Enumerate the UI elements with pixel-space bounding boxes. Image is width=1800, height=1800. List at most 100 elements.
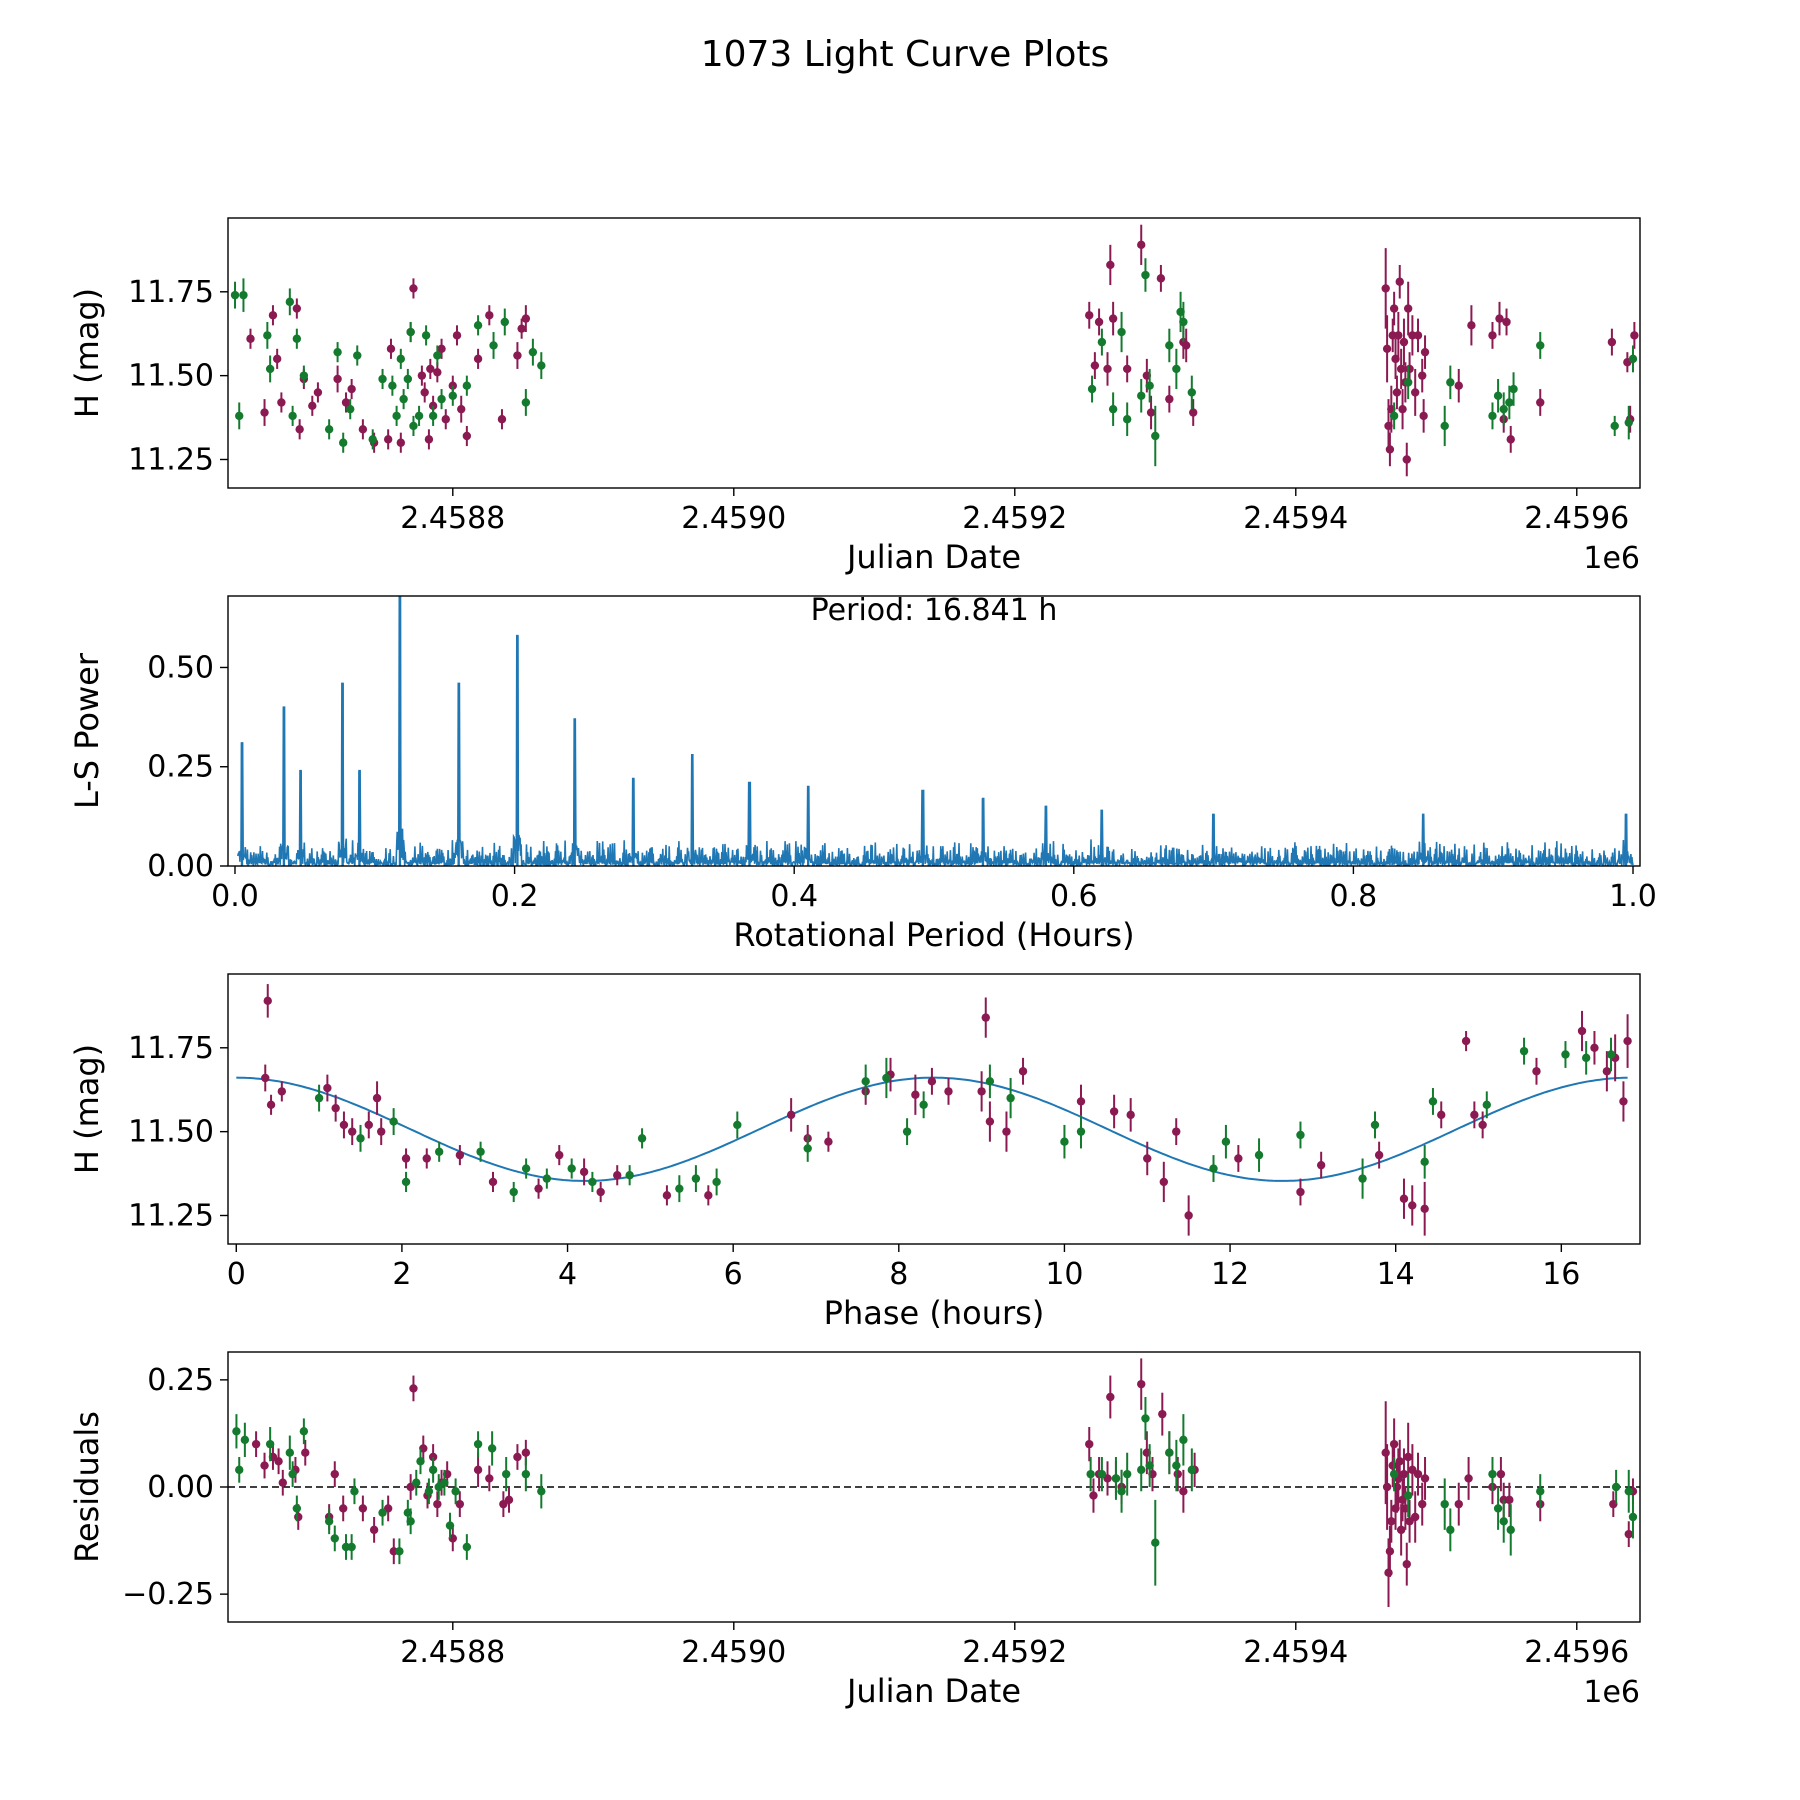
data-point [977,1087,986,1096]
data-point [1111,1474,1121,1483]
data-point [579,1167,589,1177]
data-point [339,1504,348,1513]
data-point [1387,1517,1396,1526]
periodogram-frame [227,595,1641,867]
data-point [1122,415,1132,424]
data-point [274,1457,283,1466]
data-point [378,374,387,384]
data-point [542,1174,552,1183]
data-point [1488,1469,1497,1479]
data-point [1179,1435,1188,1445]
data-point [388,381,397,390]
data-point [420,388,429,397]
data-point [324,1517,334,1526]
data-point [377,1127,386,1136]
data-point [339,438,348,447]
data-point [416,1457,425,1466]
data-point [1145,381,1154,390]
data-point [1440,1499,1449,1509]
data-point [1461,1036,1471,1046]
data-point [455,1150,465,1160]
x-tick-label: 2.4596 [1524,501,1629,536]
data-point [358,425,368,434]
data-point [1506,1525,1515,1535]
data-point [263,331,272,340]
data-point [1086,1469,1095,1479]
phased-frame [227,973,1641,1245]
data-point [521,1164,531,1173]
data-point [239,290,248,300]
data-point [308,401,317,411]
data-point [364,1120,373,1130]
y-tick-label: 11.75 [128,275,214,310]
data-point [1606,1050,1616,1059]
data-point [1018,1067,1028,1076]
data-point [448,381,457,390]
data-point [1109,1107,1119,1116]
data-point [462,1542,472,1552]
data-point [1446,378,1455,387]
data-point [500,317,509,327]
data-point [1108,314,1118,323]
data-point [902,1127,912,1136]
data-point [662,1191,672,1200]
data-point [712,1177,721,1187]
data-point [588,1177,597,1187]
data-point [1165,341,1174,350]
series-green [232,1397,1638,1586]
data-point [513,1452,522,1462]
data-point [1137,1465,1146,1475]
data-point [1470,1110,1479,1120]
data-point [401,1177,411,1187]
x-axis-label: Phase (hours) [824,1294,1045,1332]
data-point [521,314,531,323]
data-point [1536,341,1545,350]
data-point [1493,1504,1503,1513]
data-point [1496,1469,1506,1479]
y-axis-label: H (mag) [68,288,106,418]
data-point [232,1427,241,1436]
data-point [1159,1177,1169,1187]
data-point [1495,314,1504,323]
data-point [675,1184,684,1193]
data-point [265,364,275,374]
data-point [944,1087,953,1096]
x-tick-label: 4 [558,1257,577,1292]
data-point [356,1134,365,1143]
data-point [278,1478,287,1487]
data-point [1519,1046,1529,1056]
data-point [1607,337,1617,347]
x-tick-label: 16 [1542,1257,1580,1292]
data-point [1437,1110,1446,1120]
y-tick-label: 0.50 [147,650,214,685]
data-point [1172,364,1181,374]
x-tick-label: 2.4588 [400,1635,505,1670]
x-tick-label: 0.4 [770,879,818,914]
data-point [596,1187,605,1197]
data-point [462,431,472,441]
data-point [1389,1469,1399,1479]
data-point [1418,1499,1427,1509]
data-point [1405,364,1414,374]
data-point [451,1487,460,1496]
data-point [1420,1474,1430,1483]
data-point [433,368,442,377]
data-point [424,1487,434,1496]
data-point [417,371,427,380]
data-point [1505,1495,1514,1505]
data-point [1137,391,1146,400]
x-tick-label: 2.4590 [681,1635,786,1670]
data-point [1619,1097,1628,1106]
data-point [1388,1461,1397,1470]
data-point [1103,364,1112,374]
data-point [1141,270,1150,280]
data-point [1090,361,1100,370]
data-point [409,421,418,431]
data-point [1581,1053,1591,1063]
data-point [1493,391,1503,400]
data-point [272,354,282,364]
data-point [1189,408,1198,417]
data-point [285,297,295,307]
data-point [426,364,435,374]
